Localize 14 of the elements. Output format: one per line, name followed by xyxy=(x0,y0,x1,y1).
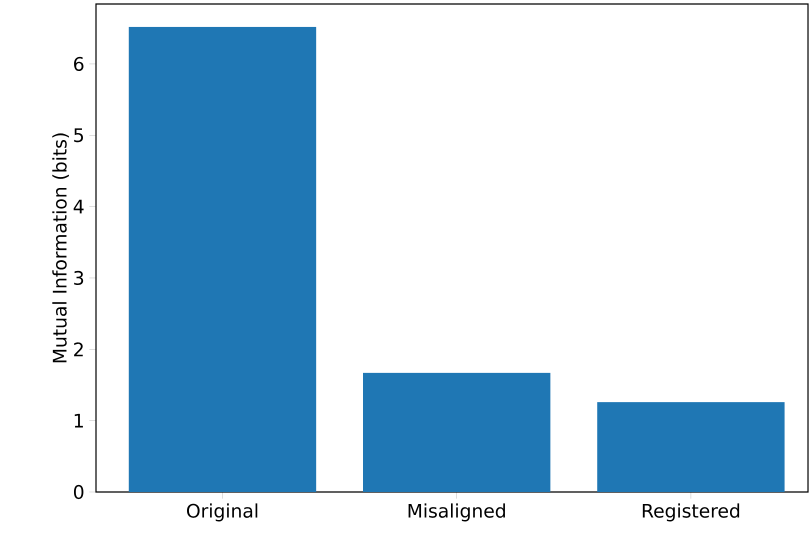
x-tick-label: Original xyxy=(187,503,258,522)
y-axis-title: Mutual Information (bits) xyxy=(52,133,69,362)
y-tick-label: 6 xyxy=(74,56,84,71)
y-tick-label: 3 xyxy=(74,270,84,286)
y-tick-label: 4 xyxy=(74,200,84,214)
bar xyxy=(363,372,550,492)
bar xyxy=(597,402,785,492)
y-tick-label: 1 xyxy=(74,414,83,428)
x-tick-label: Registered xyxy=(642,503,740,522)
y-tick-label: 5 xyxy=(74,128,83,142)
x-tick-label: Misaligned xyxy=(408,503,505,522)
y-tick-label: 0 xyxy=(74,484,84,500)
y-tick-label: 2 xyxy=(74,342,83,356)
bar xyxy=(128,26,316,492)
